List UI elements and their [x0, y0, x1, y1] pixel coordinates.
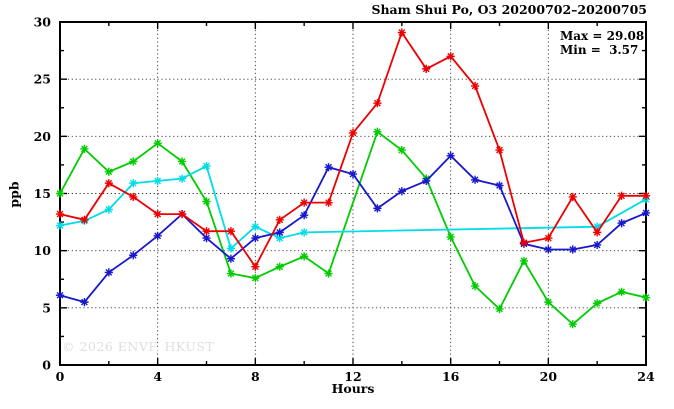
- y-tick-label: 10: [34, 243, 52, 258]
- x-tick-label: 0: [56, 369, 65, 384]
- series-cyan: [55, 161, 651, 253]
- x-axis-label: Hours: [331, 381, 375, 396]
- max-min-annotation: Max = 29.08 Min = 3.57: [560, 29, 644, 57]
- chart-title: Sham Shui Po, O3 20200702–20200705: [371, 2, 647, 17]
- y-tick-label: 15: [34, 186, 51, 201]
- y-tick-label: 20: [34, 129, 52, 144]
- watermark: © 2026 ENVF, HKUST: [62, 339, 215, 354]
- y-tick-label: 0: [42, 358, 51, 373]
- x-tick-label: 24: [637, 369, 655, 384]
- x-tick-label: 4: [153, 369, 162, 384]
- y-tick-label: 5: [42, 300, 51, 315]
- series-green-markers: [55, 127, 651, 329]
- series-red-markers: [55, 28, 651, 271]
- series-red: [55, 28, 651, 271]
- y-axis-label: ppb: [6, 181, 22, 208]
- axis-ticks: [59, 21, 647, 366]
- x-tick-label: 8: [251, 369, 260, 384]
- y-tick-label: 30: [34, 15, 52, 30]
- tick-labels: 0 4 8 12 16 20 24 0 5 10 15 20 25 30: [34, 15, 655, 385]
- y-tick-label: 25: [34, 72, 51, 87]
- gridlines: [60, 22, 646, 365]
- series-green-line: [59, 130, 647, 326]
- series-green: [55, 127, 651, 329]
- max-label: Max = 29.08: [560, 29, 645, 43]
- min-label: Min = 3.57: [560, 43, 639, 57]
- x-tick-label: 12: [344, 369, 361, 384]
- x-tick-label: 16: [442, 369, 460, 384]
- x-tick-label: 20: [540, 369, 558, 384]
